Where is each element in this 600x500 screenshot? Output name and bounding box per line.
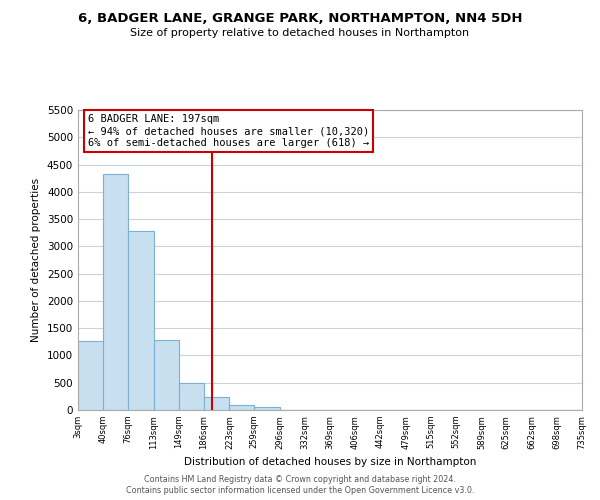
Bar: [128, 230, 154, 410]
Bar: [229, 404, 254, 410]
Y-axis label: Number of detached properties: Number of detached properties: [31, 178, 41, 342]
Bar: [204, 397, 229, 410]
X-axis label: Distribution of detached houses by size in Northampton: Distribution of detached houses by size …: [184, 457, 476, 467]
Bar: [254, 406, 280, 410]
Text: 6 BADGER LANE: 197sqm
← 94% of detached houses are smaller (10,320)
6% of semi-d: 6 BADGER LANE: 197sqm ← 94% of detached …: [88, 114, 370, 148]
Text: Size of property relative to detached houses in Northampton: Size of property relative to detached ho…: [130, 28, 470, 38]
Text: Contains public sector information licensed under the Open Government Licence v3: Contains public sector information licen…: [126, 486, 474, 495]
Text: 6, BADGER LANE, GRANGE PARK, NORTHAMPTON, NN4 5DH: 6, BADGER LANE, GRANGE PARK, NORTHAMPTON…: [78, 12, 522, 26]
Bar: [103, 174, 128, 410]
Bar: [154, 340, 179, 410]
Bar: [179, 384, 204, 410]
Bar: [78, 340, 103, 410]
Text: Contains HM Land Registry data © Crown copyright and database right 2024.: Contains HM Land Registry data © Crown c…: [144, 475, 456, 484]
